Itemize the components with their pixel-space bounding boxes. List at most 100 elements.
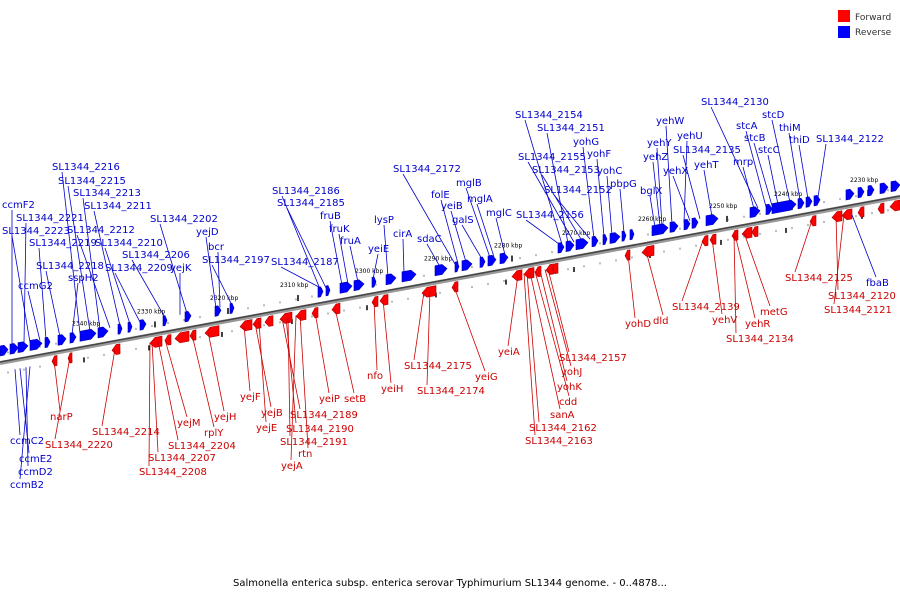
forward-gene-label: yeiG xyxy=(475,372,498,383)
tick-label: 2280 kbp xyxy=(494,243,522,250)
gene-arrows xyxy=(0,180,900,367)
forward-gene-label: yejB xyxy=(261,408,283,419)
reverse-gene-arrow xyxy=(609,232,621,244)
reverse-gene-label: SL1344_2209 xyxy=(105,263,173,274)
forward-gene-label: SL1344_2121 xyxy=(824,305,892,316)
reverse-gene-arrow xyxy=(575,238,589,251)
forward-gene-label: SL1344_2208 xyxy=(139,467,207,478)
reverse-gene-label: thiD xyxy=(789,135,810,146)
reverse-gene-arrow xyxy=(557,242,565,254)
reverse-gene-arrow xyxy=(325,285,331,297)
reverse-gene-label: yejD xyxy=(196,227,219,238)
reverse-gene-label: SL1344_2211 xyxy=(84,201,152,212)
reverse-gene-label: yehW xyxy=(656,116,684,127)
forward-gene-arrow xyxy=(295,309,307,321)
reverse-gene-arrow xyxy=(57,334,67,346)
reverse-gene-arrow xyxy=(651,223,669,237)
reverse-gene-arrow xyxy=(499,252,509,265)
forward-gene-arrow xyxy=(111,343,121,355)
forward-gene-label: yohJ xyxy=(561,367,582,378)
reverse-gene-arrow xyxy=(29,338,43,351)
tick-label: 2290 kbp xyxy=(424,255,452,262)
reverse-gene-label: SL1344_2154 xyxy=(515,110,583,121)
reverse-gene-label: stcD xyxy=(762,110,785,121)
forward-gene-label: yeiH xyxy=(381,384,403,395)
reverse-gene-arrow xyxy=(401,269,417,283)
reverse-gene-arrow xyxy=(805,196,813,208)
forward-gene-arrow xyxy=(545,263,555,275)
forward-gene-arrow xyxy=(523,267,535,279)
forward-gene-label: metG xyxy=(760,307,788,318)
reverse-gene-label: SL1344_2213 xyxy=(73,188,141,199)
reverse-gene-label: bglX xyxy=(640,186,662,197)
tick-label: 2230 kbp xyxy=(850,177,878,184)
forward-gene-arrow xyxy=(331,302,341,315)
reverse-gene-arrow xyxy=(749,206,761,219)
reverse-gene-label: pbpG xyxy=(610,179,637,190)
forward-gene-arrow xyxy=(534,265,542,278)
reverse-gene-label: yehY xyxy=(647,138,672,149)
forward-gene-label: dld xyxy=(653,316,668,327)
reverse-gene-label: SL1344_2187 xyxy=(271,257,339,268)
reverse-gene-label: SL1344_2156 xyxy=(516,210,584,221)
forward-gene-label: SL1344_2207 xyxy=(148,453,216,464)
reverse-gene-label: stcC xyxy=(758,145,780,156)
reverse-gene-arrow xyxy=(771,199,797,214)
reverse-gene-label: mglC xyxy=(486,208,512,219)
reverse-gene-label: SL1344_2153 xyxy=(532,165,600,176)
forward-gene-label: SL1344_2220 xyxy=(45,440,113,451)
reverse-gene-arrow xyxy=(890,180,900,193)
reverse-gene-arrow xyxy=(857,186,865,199)
reverse-gene-label: SL1344_2215 xyxy=(58,176,126,187)
reverse-gene-label: ccmG2 xyxy=(18,281,53,292)
gene-labels: narP SL1344_2220 SL1344_2214 yejM SL1344_220… xyxy=(2,97,896,491)
forward-gene-arrow xyxy=(204,325,220,338)
reverse-gene-label: ccmE2 xyxy=(19,454,52,465)
reverse-gene-label: SL1344_2223 xyxy=(2,226,70,237)
reverse-gene-arrow xyxy=(845,188,855,201)
forward-gene-arrow xyxy=(421,285,437,298)
reverse-gene-label: SL1344_2219 xyxy=(29,238,97,249)
reverse-gene-label: SL1344_2185 xyxy=(277,198,345,209)
reverse-gene-label: SL1344_2206 xyxy=(122,250,190,261)
reverse-gene-label: fruB xyxy=(320,211,341,222)
forward-gene-arrow xyxy=(831,210,843,222)
forward-gene-label: SL1344_2120 xyxy=(828,291,896,302)
forward-gene-label: SL1344_2204 xyxy=(168,441,236,452)
forward-gene-label: SL1344_2157 xyxy=(559,353,627,364)
forward-gene-label: yejA xyxy=(281,461,303,472)
reverse-gene-label: yehZ xyxy=(643,152,668,163)
reverse-gene-label: yejK xyxy=(170,263,192,274)
forward-gene-arrow xyxy=(511,269,523,281)
tick-label: 2320 kbp xyxy=(210,295,238,302)
forward-gene-arrow xyxy=(51,355,58,367)
forward-gene-arrow xyxy=(164,334,172,346)
forward-gene-arrow xyxy=(741,226,753,239)
forward-gene-arrow xyxy=(709,233,717,245)
reverse-gene-label: yehU xyxy=(677,131,703,142)
reverse-gene-label: SL1344_2216 xyxy=(52,162,120,173)
reverse-gene-arrow xyxy=(214,305,222,317)
reverse-gene-label: mglA xyxy=(467,194,493,205)
reverse-gene-arrow xyxy=(454,261,460,273)
reverse-gene-arrow xyxy=(797,197,805,210)
forward-gene-arrow xyxy=(451,281,459,293)
reverse-gene-label: fruK xyxy=(329,224,350,235)
forward-gene-label: yeiA xyxy=(498,347,520,358)
reverse-gene-label: galS xyxy=(452,215,474,226)
reverse-gene-label: SL1344_2212 xyxy=(67,225,135,236)
reverse-gene-label: ccmB2 xyxy=(10,480,44,491)
reverse-gene-label: fbaB xyxy=(866,278,889,289)
reverse-gene-label: SL1344_2218 xyxy=(36,261,104,272)
tick-label: 2300 kbp xyxy=(355,268,383,275)
forward-gene-arrow xyxy=(551,262,559,274)
reverse-gene-arrow xyxy=(97,326,109,339)
reverse-gene-label: thiM xyxy=(779,123,801,134)
reverse-gene-label: SL1344_2172 xyxy=(393,164,461,175)
forward-gene-label: rtn xyxy=(298,449,312,460)
forward-gene-label: sanA xyxy=(550,410,575,421)
reverse-gene-label: SL1344_2221 xyxy=(16,213,84,224)
reverse-gene-label: yohC xyxy=(597,166,622,177)
forward-gene-label: yejE xyxy=(256,423,277,434)
